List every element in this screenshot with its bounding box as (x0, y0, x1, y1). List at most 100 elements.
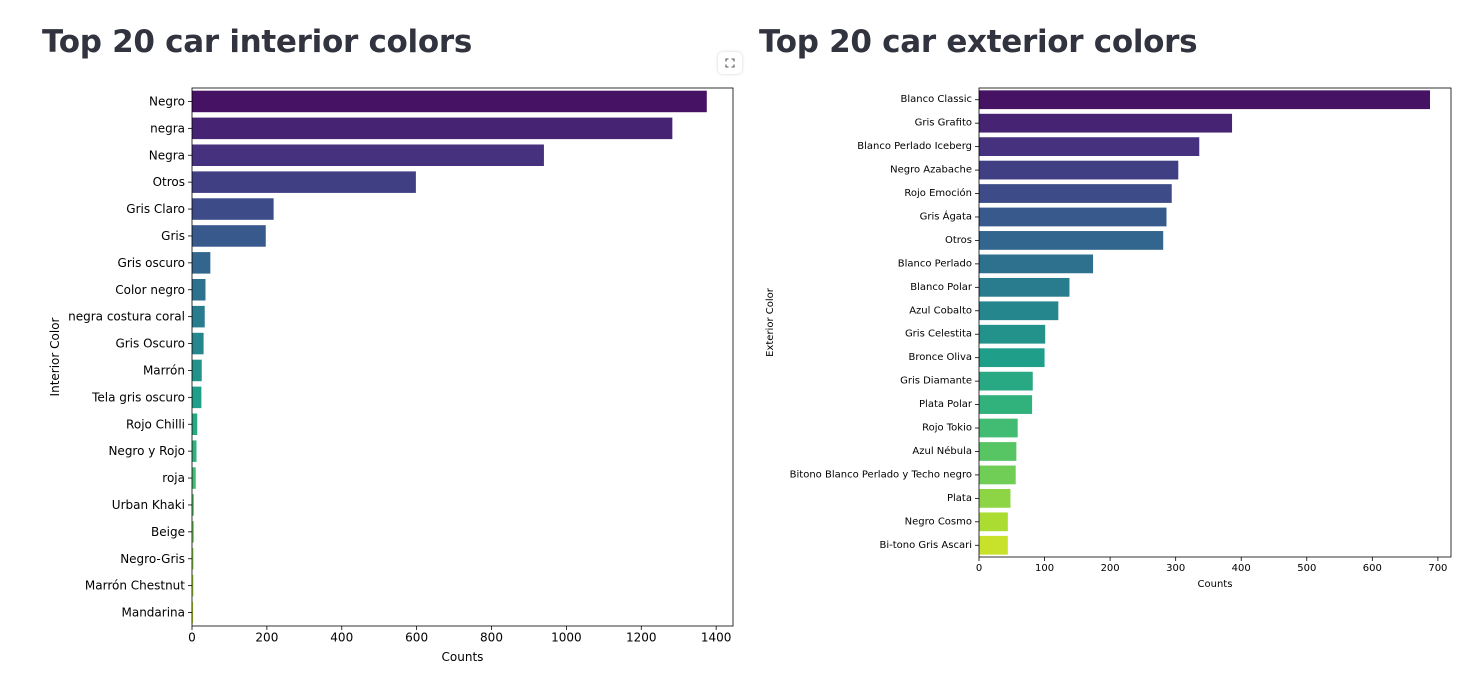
interior-category-label: Negro y Rojo (108, 444, 185, 458)
interior-x-tick-label: 1400 (701, 631, 732, 645)
exterior-x-tick-label: 700 (1428, 563, 1447, 574)
interior-x-tick-label: 400 (330, 631, 353, 645)
interior-category-label: Marrón (143, 363, 185, 377)
interior-y-axis-label: Interior Color (48, 317, 62, 396)
interior-category-label: Gris Claro (126, 202, 185, 216)
interior-bar (192, 332, 204, 355)
exterior-category-label: Rojo Tokio (922, 423, 972, 434)
interior-bar (192, 574, 194, 597)
exterior-x-tick-label: 600 (1363, 563, 1382, 574)
interior-category-label: roja (162, 471, 185, 485)
exterior-y-axis-label: Exterior Color (765, 287, 776, 357)
interior-bar (192, 117, 673, 140)
exterior-category-label: Blanco Polar (910, 282, 973, 293)
exterior-bar (979, 113, 1233, 133)
interior-category-label: Gris Oscuro (115, 337, 185, 351)
exterior-category-label: Blanco Perlado (898, 258, 972, 269)
interior-bar (192, 521, 194, 543)
interior-x-axis-label: Counts (442, 650, 484, 664)
interior-category-label: Tela gris oscuro (91, 390, 185, 404)
interior-bar (192, 144, 544, 167)
exterior-category-label: Blanco Perlado Iceberg (857, 141, 972, 152)
interior-bar (192, 90, 707, 113)
exterior-category-label: Gris Diamante (900, 376, 972, 387)
exterior-bar (979, 465, 1016, 485)
exterior-bar (979, 324, 1046, 344)
interior-bar (192, 547, 194, 570)
interior-bar (192, 359, 202, 382)
exterior-x-tick-label: 500 (1297, 563, 1316, 574)
exterior-x-tick-label: 100 (1035, 563, 1054, 574)
exterior-bar (979, 395, 1033, 414)
interior-x-tick-label: 600 (405, 631, 428, 645)
exterior-x-tick-label: 0 (976, 563, 982, 574)
exterior-bar (979, 254, 1094, 274)
interior-category-label: negra costura coral (68, 310, 185, 324)
exterior-category-label: Negro Azabache (890, 165, 972, 176)
interior-x-tick-label: 200 (255, 631, 278, 645)
exterior-bar (979, 231, 1164, 250)
interior-category-label: Marrón Chestnut (85, 579, 185, 593)
exterior-x-axis-label: Counts (1198, 579, 1233, 590)
interior-bar (192, 494, 194, 516)
interior-bar (192, 198, 274, 220)
interior-bar (192, 171, 416, 193)
exterior-category-label: Azul Nébula (912, 445, 972, 457)
exterior-category-label: Bronce Oliva (908, 352, 972, 363)
exterior-x-tick-label: 400 (1232, 563, 1251, 574)
exterior-bar (979, 277, 1070, 297)
interior-category-label: Negro-Gris (120, 552, 185, 566)
interior-colors-panel: Top 20 car interior colors Negro negra Neg… (42, 24, 742, 664)
interior-bar (192, 278, 206, 301)
chart-title-interior: Top 20 car interior colors (42, 24, 472, 60)
interior-bar (192, 440, 197, 462)
exterior-category-label: Gris Grafito (915, 118, 972, 129)
exterior-bar (979, 184, 1172, 203)
interior-bar (192, 413, 198, 436)
interior-category-label: Negra (149, 148, 185, 162)
interior-category-label: Gris (161, 229, 185, 243)
interior-bar (192, 305, 205, 328)
interior-category-label: Gris oscuro (118, 256, 185, 270)
exterior-category-label: Blanco Classic (901, 94, 972, 105)
exterior-bar (979, 371, 1033, 391)
exterior-category-label: Gris Ágata (920, 209, 972, 222)
interior-category-label: Color negro (115, 283, 185, 297)
exterior-category-label: Otros (945, 235, 972, 246)
exterior-plot-frame (978, 87, 1452, 558)
interior-x-tick-label: 1000 (551, 631, 582, 645)
interior-bar (192, 225, 266, 247)
interior-x-tick-label: 800 (480, 631, 503, 645)
interior-x-tick-label: 0 (188, 631, 196, 645)
interior-category-label: negra (150, 121, 185, 135)
exterior-colors-panel: Top 20 car exterior colors Blanco Classi… (745, 0, 1481, 676)
exterior-bar (979, 137, 1200, 157)
interior-category-label: Mandarina (121, 606, 185, 620)
chart-title-exterior: Top 20 car exterior colors (759, 24, 1198, 60)
exterior-category-label: Gris Celestita (905, 329, 972, 340)
exterior-bar (979, 535, 1008, 555)
exterior-category-label: Bi-tono Gris Ascari (879, 540, 972, 551)
interior-category-label: Negro (149, 94, 185, 108)
exterior-category-label: Negro Cosmo (905, 516, 972, 527)
fullscreen-button[interactable] (718, 52, 742, 74)
exterior-colors-chart: Blanco Classic Gris Grafito Blanco Perlado… (765, 87, 1452, 590)
exterior-x-tick-label: 300 (1166, 563, 1185, 574)
interior-category-label: Urban Khaki (112, 498, 185, 512)
exterior-bar (979, 160, 1179, 180)
interior-bar (192, 252, 211, 274)
fullscreen-expand-icon (725, 58, 735, 68)
exterior-bar (979, 301, 1059, 321)
exterior-bar (979, 90, 1431, 110)
exterior-bar (979, 418, 1018, 438)
interior-colors-chart: Negro negra Negra Otros Gris Claro Gris Gris o… (48, 87, 734, 664)
interior-category-label: Beige (151, 525, 185, 539)
exterior-category-label: Plata (947, 493, 972, 504)
exterior-category-label: Plata Polar (919, 399, 973, 410)
interior-bar (192, 386, 202, 409)
interior-bar (192, 601, 194, 624)
interior-plot-frame (191, 87, 734, 627)
exterior-bar (979, 488, 1011, 508)
exterior-bar (979, 442, 1017, 461)
interior-category-label: Rojo Chilli (126, 417, 185, 431)
